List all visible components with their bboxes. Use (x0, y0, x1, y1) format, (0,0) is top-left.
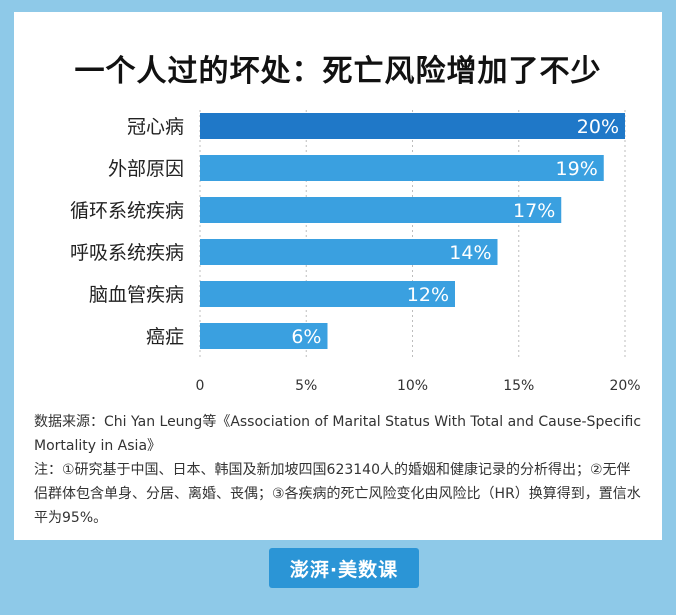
x-tick-label: 10% (397, 378, 428, 394)
value-label: 19% (556, 158, 598, 180)
bar (200, 155, 604, 181)
category-label: 外部原因 (108, 158, 184, 180)
category-label: 癌症 (146, 326, 184, 348)
value-label: 20% (577, 116, 619, 138)
brand-logo: 澎湃·美数课 (269, 548, 419, 588)
value-label: 14% (449, 242, 491, 264)
category-label: 呼吸系统疾病 (70, 242, 184, 264)
chart-title: 一个人过的坏处：死亡风险增加了不少 (74, 54, 602, 89)
bar (200, 197, 562, 223)
category-label: 脑血管疾病 (89, 284, 184, 306)
category-label: 冠心病 (127, 116, 184, 138)
category-label: 循环系统疾病 (70, 200, 184, 222)
notes: 数据来源：Chi Yan Leung等《Association of Marit… (34, 410, 644, 530)
value-label: 17% (513, 200, 555, 222)
footnote: 注：①研究基于中国、日本、韩国及新加坡四国623140人的婚姻和健康记录的分析得… (34, 462, 641, 526)
bar (200, 281, 455, 307)
footer: 澎湃·美数课 (14, 540, 662, 602)
source-note: 数据来源：Chi Yan Leung等《Association of Marit… (34, 414, 642, 454)
value-label: 6% (291, 326, 321, 348)
chart-card: 一个人过的坏处：死亡风险增加了不少 0 5% 10% 15% 20% 冠心病 20% 外部原因… (14, 12, 662, 602)
bar (200, 323, 328, 349)
x-tick-label: 15% (503, 378, 534, 394)
x-tick-label: 5% (295, 378, 317, 394)
x-tick-label: 20% (609, 378, 640, 394)
bar (200, 239, 498, 265)
bar-chart: 0 5% 10% 15% 20% 冠心病 20% 外部原因 19% 循环系统疾病 17% 呼吸系统疾病… (70, 110, 641, 394)
x-tick-label: 0 (196, 378, 205, 394)
bar (200, 113, 625, 139)
value-label: 12% (407, 284, 449, 306)
